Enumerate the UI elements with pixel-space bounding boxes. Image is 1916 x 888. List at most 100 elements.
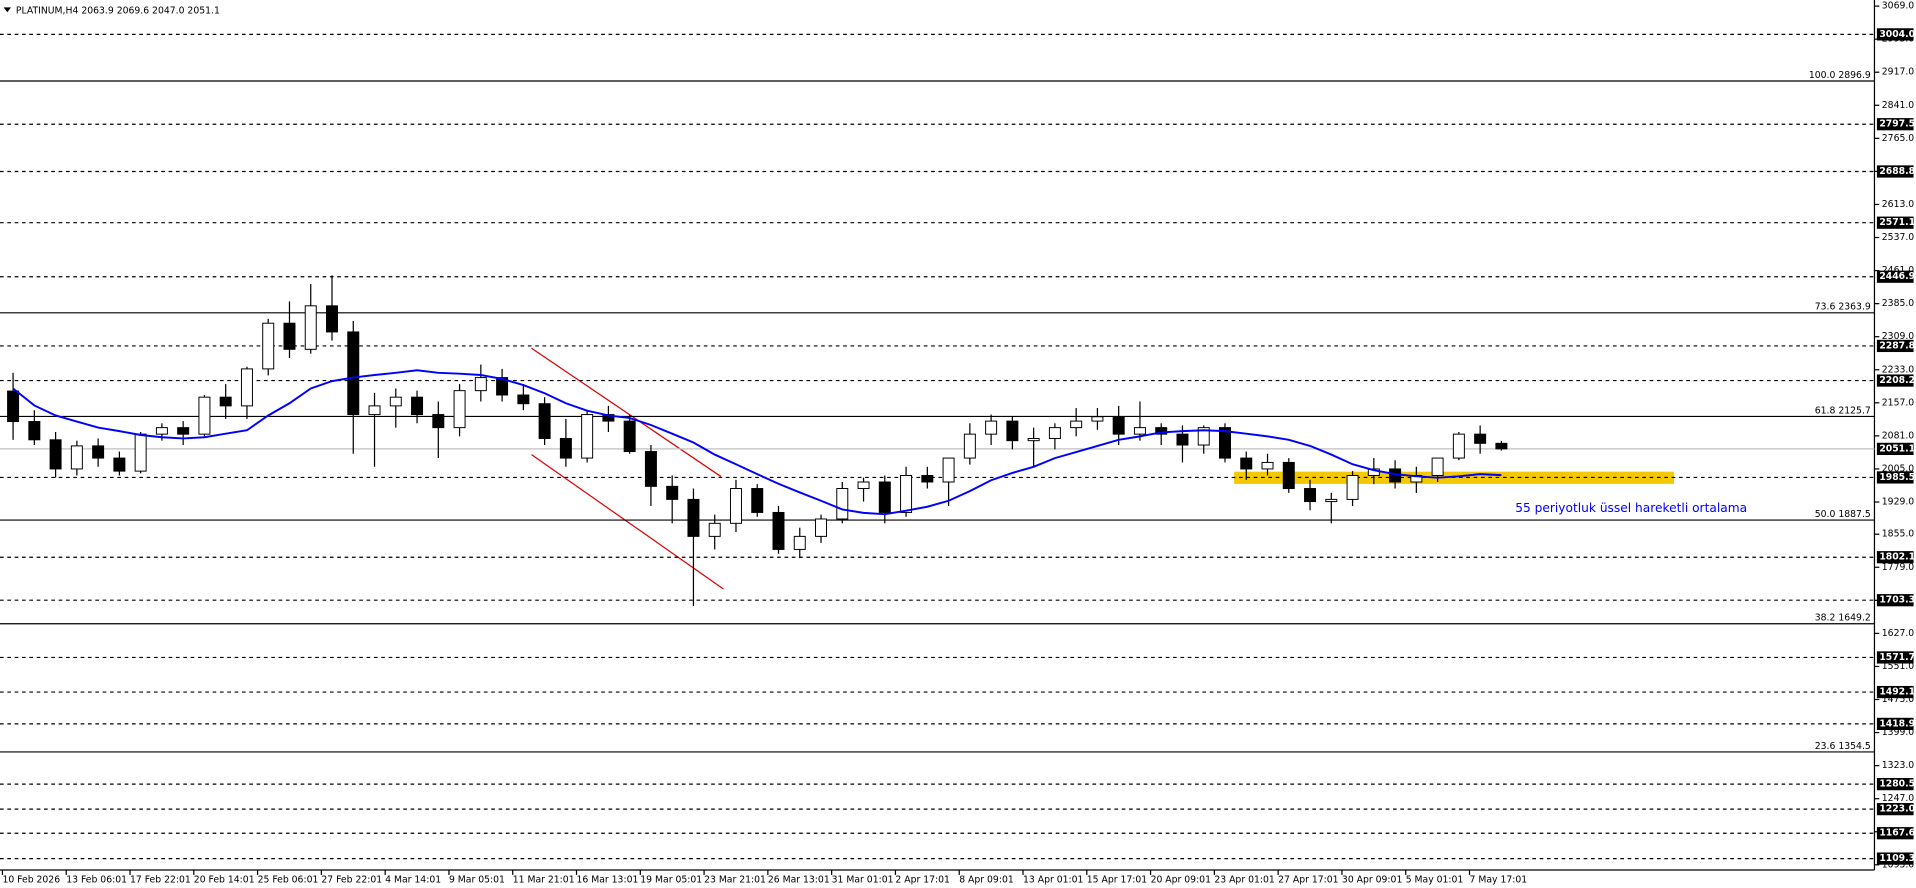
level-box	[1876, 827, 1914, 840]
fib-label: 61.8 2125.7	[1815, 405, 1871, 416]
x-tick-label: 15 Apr 17:01	[1087, 874, 1148, 885]
candle-body	[878, 481, 891, 513]
y-tick-label: 1247.0	[1882, 793, 1915, 804]
level-box	[1876, 551, 1914, 564]
candle-body	[942, 457, 955, 483]
candle-body	[474, 377, 487, 392]
level-label: 2797.5	[1879, 119, 1915, 130]
ema-label: 55 periyotluk üssel hareketli ortalama	[1515, 501, 1747, 515]
candle-body	[1474, 433, 1487, 444]
y-tick-label: 2081.0	[1882, 430, 1915, 441]
level-label: 1223.0	[1879, 804, 1915, 815]
y-tick-label: 2917.0	[1882, 67, 1915, 78]
y-tick-label: 2385.0	[1882, 298, 1915, 309]
candle-body	[1133, 427, 1146, 435]
y-tick-label: 1855.0	[1882, 529, 1915, 540]
fib-ratio: 61.8	[1815, 405, 1836, 416]
level-box	[1876, 685, 1914, 699]
candle-body	[921, 474, 934, 483]
x-tick-label: 19 Mar 05:01	[640, 874, 702, 885]
y-tick-label: 3069.0	[1882, 1, 1915, 12]
y-tick-label: 1323.0	[1882, 760, 1915, 771]
y-tick-label: 1475.0	[1882, 694, 1915, 705]
x-tick-label: 26 Mar 13:01	[768, 874, 830, 885]
candle-body	[92, 445, 105, 459]
fib-label: 100.0 2896.9	[1809, 69, 1871, 80]
candle-body	[1091, 416, 1104, 422]
x-tick-label: 10 Feb 2026	[2, 874, 60, 885]
fib-ratio: 73.6	[1815, 301, 1836, 312]
ema-line	[12, 369, 1502, 516]
y-tick-label: 2841.0	[1882, 100, 1915, 111]
x-tick-label: 4 Mar 14:01	[385, 874, 441, 885]
candle-body	[347, 331, 360, 416]
candle-body	[1006, 420, 1019, 442]
level-label: 1280.5	[1879, 779, 1915, 790]
x-tick-label: 17 Feb 22:01	[130, 874, 191, 885]
y-tick-label: 1929.0	[1882, 497, 1915, 508]
y-tick-label: 2005.0	[1882, 463, 1915, 474]
fib-price: 2363.9	[1838, 301, 1871, 312]
candle-body	[1431, 457, 1444, 476]
level-box	[1876, 778, 1914, 791]
level-box	[1876, 216, 1914, 229]
candle-body	[708, 522, 721, 537]
x-tick-label: 27 Feb 22:01	[321, 874, 382, 885]
fib-label: 38.2 1649.2	[1815, 612, 1871, 623]
fib-price: 1354.5	[1838, 740, 1871, 751]
x-tick-label: 25 Feb 06:01	[258, 874, 319, 885]
candle-body	[198, 396, 211, 435]
candle-body	[411, 396, 424, 416]
y-tick-label: 2765.0	[1882, 133, 1915, 144]
y-tick-label: 1399.0	[1882, 727, 1915, 738]
candle-body	[304, 305, 317, 350]
candle-body	[1155, 427, 1168, 435]
fib-ratio: 50.0	[1815, 508, 1836, 519]
candle-body	[1304, 488, 1317, 503]
candle-body	[623, 420, 636, 453]
x-tick-label: 20 Feb 14:01	[194, 874, 255, 885]
candle-body	[326, 305, 338, 333]
fib-price: 2896.9	[1838, 69, 1871, 80]
fib-price: 1887.5	[1838, 508, 1871, 519]
y-tick-label: 2613.0	[1882, 199, 1915, 210]
bid-box	[1876, 442, 1914, 456]
fib-label: 50.0 1887.5	[1815, 508, 1871, 519]
level-label: 1492.1	[1879, 687, 1915, 698]
menu-triangle[interactable]	[3, 7, 11, 13]
level-label: 1109.3	[1879, 853, 1915, 864]
level-box	[1876, 651, 1914, 664]
candle-body	[815, 518, 828, 537]
y-tick-label: 1627.0	[1882, 628, 1915, 639]
x-tick-label: 27 Apr 17:01	[1278, 874, 1339, 885]
fib-ratio: 38.2	[1815, 612, 1836, 623]
y-tick-label: 1095.0	[1882, 859, 1915, 870]
candle-body	[538, 403, 551, 439]
candle-body	[1282, 461, 1295, 490]
y-tick-label: 2461.0	[1882, 265, 1915, 276]
y-tick-label: 2537.0	[1882, 232, 1915, 243]
x-tick-label: 13 Feb 06:01	[66, 874, 127, 885]
candle-body	[772, 511, 785, 550]
x-tick-label: 31 Mar 01:01	[832, 874, 894, 885]
level-label: 2287.8	[1879, 340, 1915, 351]
x-tick-label: 11 Mar 21:01	[513, 874, 575, 885]
candle-body	[28, 421, 41, 441]
candle-body	[1112, 416, 1125, 435]
candle-body	[687, 498, 700, 537]
candle-body	[1197, 427, 1210, 446]
candle-body	[240, 368, 253, 407]
x-tick-label: 16 Mar 13:01	[577, 874, 639, 885]
candle-body	[963, 433, 976, 459]
level-label: 1167.6	[1879, 828, 1915, 839]
candle-body	[432, 414, 445, 429]
y-tick-label: 2309.0	[1882, 331, 1915, 342]
level-box	[1876, 28, 1914, 41]
level-box	[1876, 803, 1914, 816]
candle-body	[134, 433, 147, 472]
candle-body	[1048, 427, 1061, 439]
candle-body	[1240, 457, 1253, 470]
candle-body	[1027, 438, 1040, 442]
